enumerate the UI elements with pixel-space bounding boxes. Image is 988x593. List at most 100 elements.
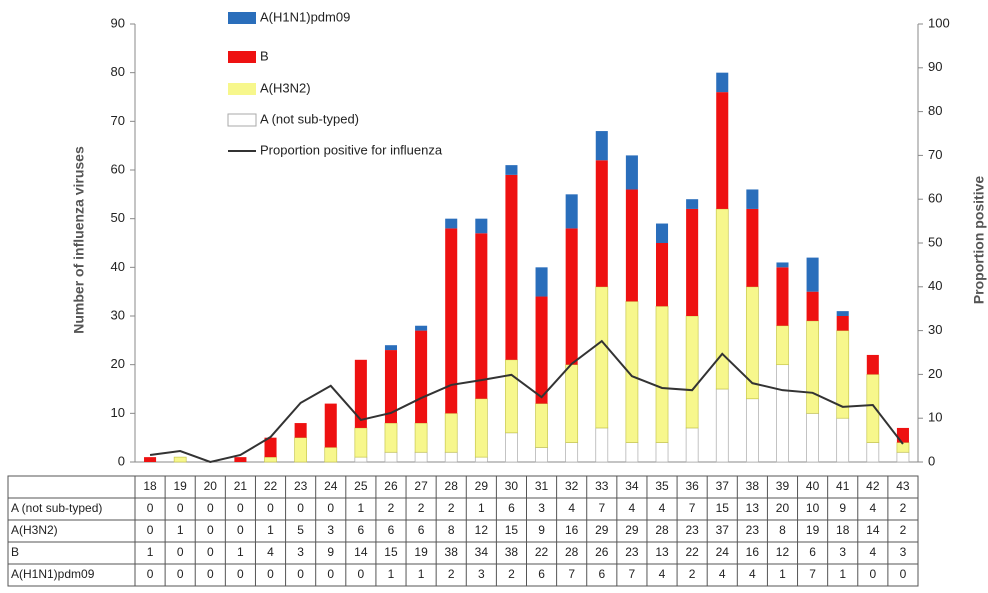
table-cell: 23 xyxy=(685,523,699,537)
table-cell: 9 xyxy=(839,501,846,515)
table-cell: 26 xyxy=(595,545,609,559)
table-cell: 0 xyxy=(297,501,304,515)
table-cell: 4 xyxy=(659,501,666,515)
table-cell: 12 xyxy=(776,545,790,559)
table-cell: 6 xyxy=(598,567,605,581)
table-cell: 0 xyxy=(237,523,244,537)
bar-segment xyxy=(836,311,849,316)
table-row-label: A (not sub-typed) xyxy=(11,501,102,515)
table-cell: 0 xyxy=(327,567,334,581)
table-cell: 22 xyxy=(535,545,549,559)
bar-segment xyxy=(686,208,699,316)
bar-segment xyxy=(444,412,458,453)
legend-label: A(H3N2) xyxy=(260,80,311,95)
table-cell: 0 xyxy=(358,567,365,581)
x-tick-label: 19 xyxy=(173,479,187,493)
table-cell: 14 xyxy=(354,545,368,559)
bar-segment xyxy=(595,286,609,429)
bar-segment xyxy=(595,131,608,161)
table-cell: 38 xyxy=(445,545,459,559)
bar-segment xyxy=(746,189,759,209)
x-tick-label: 43 xyxy=(896,479,910,493)
y2-tick-label: 70 xyxy=(928,147,942,162)
x-tick-label: 32 xyxy=(565,479,579,493)
bar-segment xyxy=(414,422,428,453)
bar-segment xyxy=(866,442,880,463)
table-cell: 4 xyxy=(749,567,756,581)
table-cell: 1 xyxy=(839,567,846,581)
table-row-label: A(H1N1)pdm09 xyxy=(11,567,95,581)
table-cell: 2 xyxy=(900,523,907,537)
table-cell: 2 xyxy=(900,501,907,515)
table-cell: 4 xyxy=(719,567,726,581)
x-tick-label: 26 xyxy=(384,479,398,493)
table-cell: 18 xyxy=(836,523,850,537)
table-cell: 4 xyxy=(267,545,274,559)
bar-segment xyxy=(324,447,338,463)
table-cell: 0 xyxy=(207,567,214,581)
table-cell: 16 xyxy=(746,545,760,559)
bar-segment xyxy=(806,291,819,321)
table-cell: 0 xyxy=(147,523,154,537)
table-cell: 0 xyxy=(267,501,274,515)
y-tick-label: 80 xyxy=(111,64,125,79)
table-cell: 13 xyxy=(746,501,760,515)
bar-segment xyxy=(776,325,789,366)
x-tick-label: 24 xyxy=(324,479,338,493)
x-tick-label: 21 xyxy=(234,479,248,493)
x-tick-label: 31 xyxy=(535,479,549,493)
bar-segment xyxy=(715,208,729,390)
table-cell: 7 xyxy=(629,567,636,581)
bar-segment xyxy=(625,442,639,463)
x-tick-label: 18 xyxy=(143,479,157,493)
bar-segment xyxy=(415,325,428,331)
x-tick-label: 36 xyxy=(685,479,699,493)
bar-segment xyxy=(595,427,609,463)
y2-tick-label: 40 xyxy=(928,278,942,293)
bar-segment xyxy=(505,359,518,434)
x-tick-label: 42 xyxy=(866,479,880,493)
y2-tick-label: 90 xyxy=(928,59,942,74)
table-row-label: B xyxy=(11,545,19,559)
proportion-line xyxy=(149,339,904,464)
bar-segment xyxy=(565,442,579,463)
legend-swatch xyxy=(227,113,257,127)
table-cell: 15 xyxy=(716,501,730,515)
bar-segment xyxy=(716,92,729,209)
bar-segment xyxy=(685,427,699,463)
bar-segment xyxy=(144,457,157,462)
legend-label: A (not sub-typed) xyxy=(260,111,359,126)
legend-swatch xyxy=(228,12,256,24)
table-cell: 0 xyxy=(267,567,274,581)
y2-tick-label: 10 xyxy=(928,410,942,425)
bar-segment xyxy=(384,345,398,351)
bar-segment xyxy=(354,359,367,428)
bar-segment xyxy=(715,388,729,463)
x-tick-label: 25 xyxy=(354,479,368,493)
table-cell: 0 xyxy=(147,501,154,515)
table-cell: 0 xyxy=(237,567,244,581)
bar-segment xyxy=(716,72,729,93)
legend-swatch xyxy=(228,51,256,63)
legend-label: Proportion positive for influenza xyxy=(260,142,443,157)
bar-segment xyxy=(505,165,518,175)
table-cell: 3 xyxy=(478,567,485,581)
table-cell: 0 xyxy=(207,523,214,537)
bar-segment xyxy=(535,296,548,404)
legend-swatch xyxy=(228,83,256,95)
table-row-label: A(H3N2) xyxy=(11,523,58,537)
y2-tick-label: 20 xyxy=(928,366,942,381)
table-cell: 4 xyxy=(869,501,876,515)
x-tick-label: 28 xyxy=(445,479,459,493)
bar-segment xyxy=(806,412,819,463)
bar-segment xyxy=(776,267,789,326)
table-cell: 7 xyxy=(568,567,575,581)
table-cell: 8 xyxy=(448,523,455,537)
table-cell: 12 xyxy=(475,523,489,537)
y2-tick-label: 60 xyxy=(928,191,942,206)
table-cell: 3 xyxy=(900,545,907,559)
table-cell: 8 xyxy=(779,523,786,537)
bar-segment xyxy=(294,423,307,438)
table-cell: 4 xyxy=(869,545,876,559)
x-tick-label: 35 xyxy=(655,479,669,493)
